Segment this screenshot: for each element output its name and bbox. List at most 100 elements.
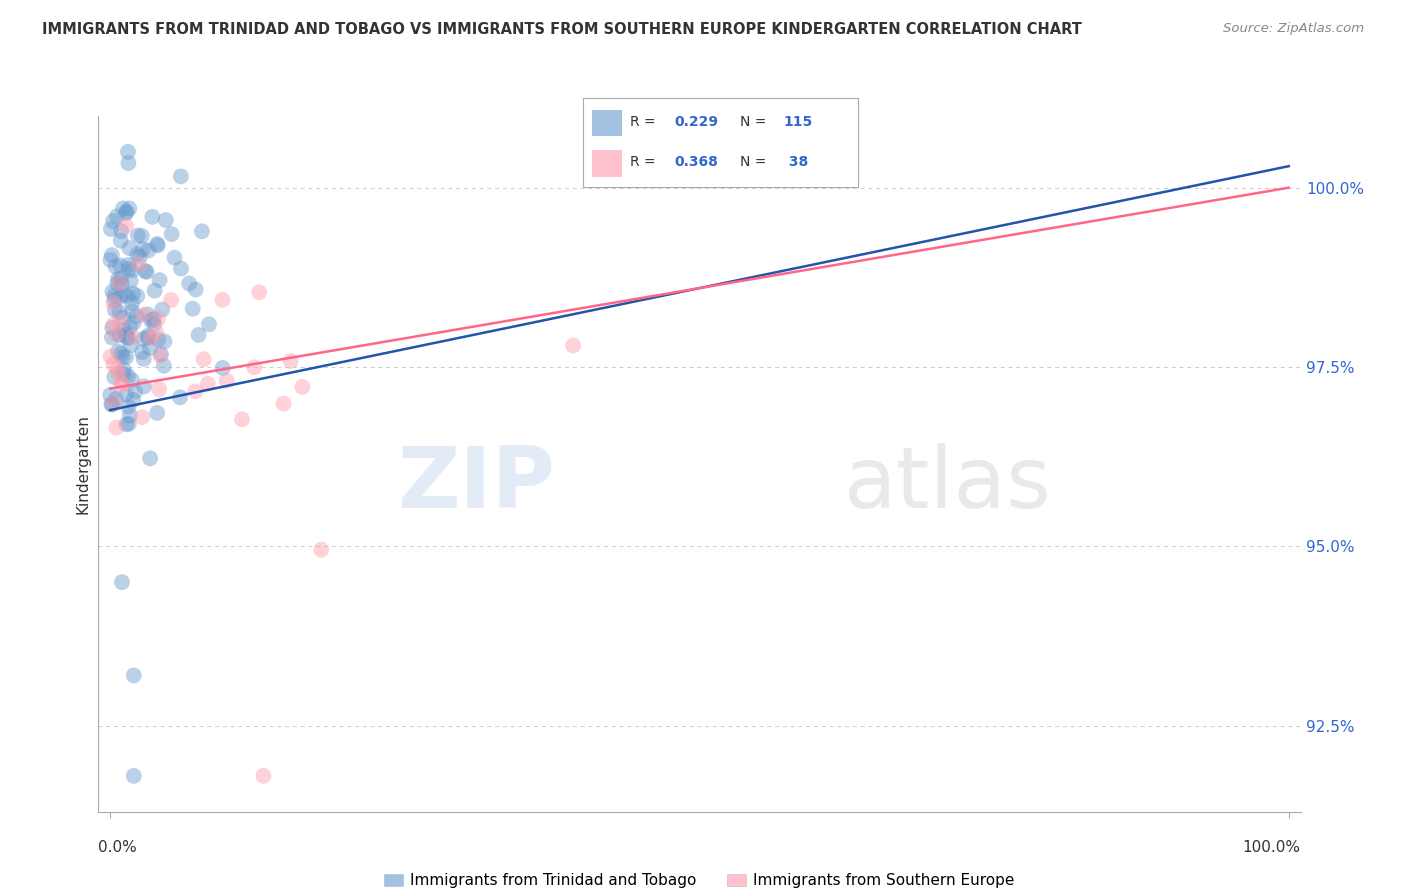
- Point: [148, 311, 170, 326]
- Point: [110, 346, 132, 360]
- Point: [100, 222, 122, 236]
- Point: [150, 302, 173, 317]
- Point: [148, 382, 170, 396]
- Point: [146, 238, 169, 252]
- Text: R =: R =: [630, 155, 659, 169]
- Point: [121, 373, 143, 387]
- Point: [122, 392, 145, 407]
- Point: [100, 252, 122, 267]
- Point: [138, 244, 160, 258]
- Point: [112, 367, 135, 381]
- Point: [211, 361, 233, 376]
- Point: [131, 228, 153, 243]
- Point: [104, 303, 127, 318]
- Point: [231, 412, 253, 426]
- Point: [103, 395, 125, 409]
- Text: 38: 38: [783, 155, 808, 169]
- Point: [117, 400, 139, 414]
- Point: [110, 224, 132, 238]
- Point: [177, 277, 200, 291]
- Point: [120, 338, 142, 352]
- Point: [121, 296, 143, 310]
- Point: [198, 318, 221, 332]
- Point: [101, 214, 124, 228]
- Point: [215, 374, 238, 388]
- Point: [252, 769, 274, 783]
- Point: [101, 248, 124, 262]
- Text: atlas: atlas: [844, 443, 1052, 526]
- Point: [111, 277, 134, 291]
- Point: [127, 289, 149, 303]
- Bar: [592, 150, 621, 177]
- Point: [115, 351, 138, 365]
- Point: [121, 304, 143, 318]
- Point: [134, 264, 156, 278]
- Point: [108, 305, 131, 319]
- Bar: [592, 110, 621, 136]
- Point: [136, 330, 159, 344]
- Point: [115, 387, 138, 401]
- Point: [111, 575, 134, 590]
- Point: [121, 263, 143, 277]
- Point: [115, 417, 138, 432]
- Point: [124, 384, 146, 399]
- Point: [112, 202, 135, 216]
- Point: [117, 331, 139, 345]
- Legend: Immigrants from Trinidad and Tobago, Immigrants from Southern Europe: Immigrants from Trinidad and Tobago, Imm…: [378, 867, 1021, 892]
- Point: [191, 224, 214, 238]
- Point: [101, 318, 124, 332]
- Point: [117, 289, 139, 303]
- Point: [122, 668, 145, 682]
- Point: [110, 314, 132, 328]
- Point: [112, 323, 135, 337]
- Point: [117, 156, 139, 170]
- Point: [139, 341, 162, 355]
- Point: [309, 542, 332, 557]
- Point: [132, 379, 155, 393]
- Point: [115, 206, 138, 220]
- Point: [122, 316, 145, 330]
- Point: [280, 354, 302, 368]
- Point: [141, 331, 163, 345]
- Point: [273, 397, 295, 411]
- Point: [170, 261, 193, 276]
- Point: [122, 330, 145, 344]
- Point: [146, 236, 169, 251]
- Point: [197, 376, 219, 391]
- Point: [105, 326, 128, 341]
- Point: [136, 307, 159, 321]
- Point: [562, 338, 585, 352]
- Point: [103, 296, 125, 310]
- Point: [110, 271, 132, 285]
- Point: [115, 219, 138, 233]
- Y-axis label: Kindergarten: Kindergarten: [75, 414, 90, 514]
- Point: [107, 272, 129, 286]
- Point: [118, 409, 141, 423]
- Point: [135, 265, 157, 279]
- Point: [101, 398, 124, 412]
- Point: [118, 417, 141, 431]
- Text: IMMIGRANTS FROM TRINIDAD AND TOBAGO VS IMMIGRANTS FROM SOUTHERN EUROPE KINDERGAR: IMMIGRANTS FROM TRINIDAD AND TOBAGO VS I…: [42, 22, 1083, 37]
- Point: [132, 308, 155, 322]
- Point: [103, 293, 125, 308]
- Point: [143, 284, 166, 298]
- Point: [148, 332, 170, 346]
- Point: [132, 242, 155, 256]
- Point: [160, 227, 183, 241]
- Point: [101, 320, 124, 334]
- Point: [143, 317, 166, 331]
- Point: [131, 345, 153, 359]
- Text: 100.0%: 100.0%: [1243, 840, 1301, 855]
- Point: [291, 380, 314, 394]
- Point: [120, 320, 142, 334]
- Point: [112, 310, 135, 325]
- Point: [247, 285, 270, 300]
- Point: [153, 359, 176, 373]
- Point: [132, 332, 155, 346]
- Point: [148, 273, 170, 287]
- Text: 115: 115: [783, 115, 813, 129]
- Point: [117, 145, 139, 159]
- Point: [169, 390, 191, 404]
- Point: [105, 420, 128, 434]
- Point: [146, 406, 169, 420]
